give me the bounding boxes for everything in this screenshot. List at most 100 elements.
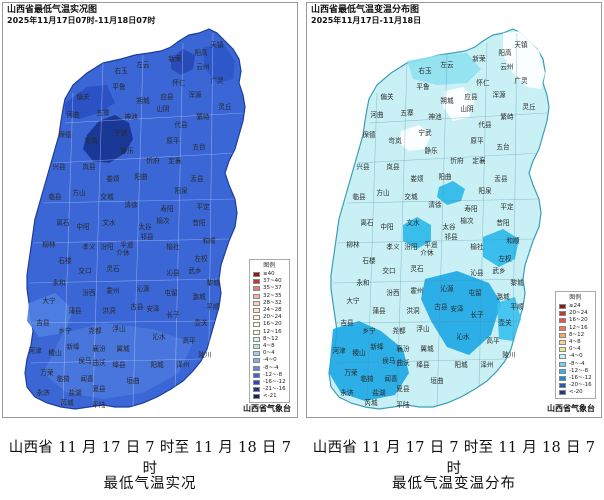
county-label: 古县 [130,302,144,311]
legend-rows: ≥40 37~40 35~37 32~35 28~32 24~28 20~24 16~20 12… [253,271,286,400]
county-label: 灵石 [106,265,120,273]
county-label: 左权 [498,254,512,263]
color-region-northwest [65,85,115,119]
legend-label: 4~8 [263,342,275,349]
legend-label: ≥40 [263,271,275,278]
county-label: 夏县 [92,385,106,393]
county-label: 壶关 [498,318,512,327]
legend-entry: -12~-8 [253,372,286,379]
legend-swatch [559,390,566,396]
county-label: 天镇 [210,40,224,49]
county-label: 永济 [340,388,354,397]
county-label: 寿阳 [464,204,477,213]
legend-entry: 20~24 [559,310,592,317]
county-label: 离石 [56,218,70,227]
county-label: 原平 [166,137,180,145]
caption-title-left: 最低气温实况 [103,476,197,492]
county-label: 壶关 [194,318,208,327]
legend-entry: <-21 [253,393,286,400]
legend-label: -4~0 [263,357,277,364]
county-label: 永济 [36,388,50,397]
legend-entry: 0~4 [253,350,286,357]
county-boundary [332,278,526,284]
legend-entry: 12~16 [559,325,592,332]
temp-change-panel: 天镇 阳高 云州 新荣 左云 右玉 怀仁 广灵 浑源 应县 灵丘 偏关 平鲁 朔城 山阴 繁峙 代县 河曲 五寨 神池… [304,0,604,420]
county-boundary [478,42,488,392]
legend-swatch [559,368,566,374]
county-label: 泽州 [480,361,493,369]
county-label: 泽州 [176,361,189,369]
county-boundary [356,152,542,164]
map-title: 山西省最低气温实况图 [7,5,98,15]
county-label: 襄汾 [92,344,106,353]
county-label: 沁源 [136,284,150,293]
legend-rows: ≥24 20~24 16~20 12~16 8~12 4~8 0~4 -4~0 -8~-4 -12… [559,303,592,396]
county-label: 偏关 [76,92,90,101]
legend-entry: -8~-4 [253,364,286,371]
county-label: 山阴 [460,104,474,113]
county-label: 阳曲 [134,172,147,181]
county-label: 盐湖 [68,388,82,397]
county-label: 新绛 [66,342,80,351]
county-label: 襄汾 [396,344,410,353]
county-label: 洪洞 [102,306,116,315]
legend-entry: ≥24 [559,303,592,310]
legend-entry: 8~12 [253,336,286,343]
legend-entry: 0~4 [559,346,592,353]
county-label: 曲沃 [92,358,106,367]
legend-entry: -4~0 [253,357,286,364]
legend-entry: 4~8 [559,339,592,346]
county-label: 神池 [428,112,442,121]
county-label: 黎城 [510,278,524,287]
county-label: 清徐 [428,200,442,209]
county-label: 五寨 [96,108,110,117]
legend-label: 4~8 [569,339,581,346]
county-label: 阳城 [150,360,164,369]
county-label: 离石 [360,218,374,227]
county-boundary [52,152,238,164]
legend-entry: ≥40 [253,271,286,278]
legend-label: 28~32 [263,299,282,306]
caption-date-left: 山西省 11 月 17 日 7 时至 11 月 18 日 7 时 [8,440,292,477]
legend-entry: 35~37 [253,285,286,292]
legend-swatch [253,394,260,400]
county-label: 云州 [500,63,513,71]
county-label: 闻喜 [384,374,398,383]
map-title: 山西省最低气温变温分布图 [311,5,420,15]
county-label: 闻喜 [80,374,94,383]
county-label: 广灵 [210,76,224,85]
color-region-north-light [407,53,481,85]
legend-label: -12~-8 [263,371,283,378]
county-label: 永和 [52,278,65,287]
county-label: 浑源 [188,90,202,99]
county-label: 岢岚 [388,137,402,145]
county-boundary [396,62,408,404]
county-label: 代县 [174,120,188,129]
county-label: 平遥 [120,240,134,249]
county-label: 稷山 [352,348,365,357]
county-label: 朔城 [440,96,454,105]
legend-swatch [253,315,260,321]
county-label: 太谷 [138,222,152,231]
county-label: 洪洞 [406,306,420,315]
county-label: 永和 [356,278,369,287]
legend-entry: <-20 [559,389,592,396]
county-boundary [512,32,518,344]
county-label: 榆次 [156,216,170,225]
county-boundary [28,278,222,284]
legend-swatch [559,375,566,381]
legend-swatch [559,318,566,324]
county-label: 怀仁 [172,78,186,87]
county-boundary [30,358,202,364]
county-boundary [28,320,216,324]
county-label: 沁水 [152,332,166,341]
county-label: 大宁 [42,296,56,305]
legend-label: 8~12 [569,331,585,338]
county-label: 河津 [28,347,42,355]
county-label: 石楼 [58,256,72,265]
county-label: 临县 [352,192,366,201]
county-label: 朔城 [136,96,150,105]
legend-swatch [253,351,260,357]
color-region-wutai [171,49,195,75]
county-boundary [132,54,144,408]
